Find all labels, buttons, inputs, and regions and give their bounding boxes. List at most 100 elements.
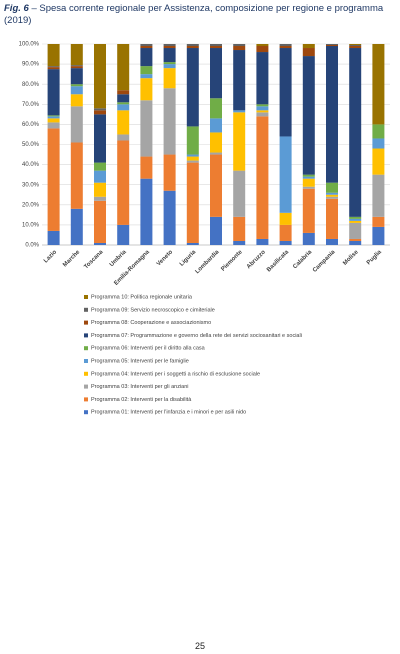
- legend-swatch: [84, 384, 88, 389]
- bar-segment: [302, 48, 315, 57]
- bar-segment: [140, 48, 153, 67]
- bar-segment: [326, 238, 338, 245]
- bar-segment: [94, 196, 106, 201]
- bar-segment: [302, 176, 315, 179]
- x-tick-label: Calabria: [292, 249, 313, 270]
- bar-segment: [233, 240, 246, 245]
- x-tick-label: Lazio: [43, 249, 58, 264]
- bar-segment: [256, 52, 269, 105]
- y-tick-label: 80.0%: [22, 82, 40, 88]
- bar-segment: [94, 110, 106, 115]
- bar-segment: [256, 116, 269, 239]
- bar-segment: [256, 106, 269, 111]
- bar-segment: [279, 44, 292, 47]
- bar-segment: [349, 48, 362, 217]
- bar-segment: [70, 44, 83, 66]
- bar-segment: [279, 46, 292, 49]
- bar-segment: [47, 44, 60, 67]
- bar-segment: [233, 216, 246, 241]
- bar-segment: [326, 192, 338, 195]
- bar-segment: [47, 128, 60, 231]
- y-tick-label: 10.0%: [22, 222, 40, 228]
- bar-segment: [349, 218, 362, 221]
- bar-segment: [163, 44, 176, 47]
- bar-segment: [326, 182, 338, 193]
- y-tick-label: 60.0%: [22, 122, 40, 128]
- bar-segment: [117, 102, 130, 105]
- legend-swatch: [84, 295, 88, 299]
- bar-segment: [210, 48, 222, 99]
- x-tick-label: Molise: [342, 249, 360, 267]
- x-tick-label: Liguria: [179, 249, 198, 268]
- y-tick-label: 30.0%: [22, 182, 40, 188]
- bar-segment: [256, 238, 269, 245]
- bar-segment: [70, 142, 83, 209]
- x-tick-label: Piemonte: [220, 249, 244, 273]
- legend-swatch: [84, 333, 88, 338]
- bar-segment: [349, 46, 362, 49]
- legend-label: Programma 10: Politica regionale unitari…: [91, 294, 193, 300]
- bar-segment: [372, 44, 385, 125]
- bar-segment: [47, 116, 60, 119]
- bar-segment: [372, 138, 385, 149]
- bar-segment: [140, 178, 153, 245]
- bar-segment: [302, 56, 315, 175]
- bar-segment: [349, 45, 362, 47]
- legend-swatch: [84, 307, 88, 312]
- x-tick-label: Veneto: [156, 249, 174, 267]
- bar-segment: [70, 208, 83, 245]
- bar-segment: [140, 156, 153, 179]
- bar-segment: [279, 224, 292, 241]
- bar-segment: [70, 106, 83, 143]
- x-tick-label: Lombardia: [195, 249, 221, 275]
- bar-segment: [94, 170, 106, 183]
- bar-segment: [140, 78, 153, 101]
- legend-swatch: [84, 359, 88, 363]
- bar-segment: [372, 174, 385, 217]
- x-tick-label: Campania: [312, 249, 337, 274]
- bar-segment: [94, 182, 106, 197]
- bar-segment: [210, 154, 222, 217]
- legend-swatch: [84, 397, 88, 402]
- bar-segment: [94, 162, 106, 171]
- bar-segment: [186, 44, 199, 47]
- bar-segment: [302, 186, 315, 189]
- bar-segment: [186, 48, 199, 127]
- bar-segment: [163, 64, 176, 69]
- bar-segment: [302, 44, 315, 49]
- y-tick-label: 0.0%: [25, 243, 39, 249]
- bar-segment: [279, 136, 292, 213]
- bar-segment: [94, 242, 106, 245]
- bar-segment: [302, 188, 315, 233]
- bar-segment: [117, 134, 130, 141]
- bar-segment: [233, 46, 246, 51]
- bar-segment: [349, 220, 362, 223]
- legend-swatch: [84, 320, 88, 325]
- bar-segment: [117, 94, 130, 103]
- bar-segment: [279, 48, 292, 137]
- bar-segment: [140, 74, 153, 79]
- bar-segment: [117, 110, 130, 135]
- x-tick-label: Basilicata: [266, 249, 291, 274]
- bar-segment: [186, 126, 199, 155]
- legend-swatch: [84, 371, 88, 376]
- bar-segment: [47, 69, 60, 116]
- bar-segment: [302, 178, 315, 187]
- legend-label: Programma 03: Interventi per gli anziani: [91, 384, 189, 390]
- x-tick-label: Toscana: [83, 249, 105, 271]
- bar-segment: [349, 238, 362, 241]
- bar-segment: [117, 44, 130, 91]
- y-tick-label: 70.0%: [22, 102, 40, 108]
- bar-segment: [70, 84, 83, 87]
- bar-segment: [210, 44, 222, 47]
- bar-segment: [256, 104, 269, 107]
- legend-swatch: [84, 346, 88, 351]
- bar-segment: [302, 174, 315, 177]
- bar-segment: [117, 140, 130, 225]
- bar-segment: [70, 68, 83, 85]
- figure-label: Fig. 6: [4, 3, 29, 14]
- legend-label: Programma 02: Interventi per la disabili…: [91, 397, 192, 403]
- bar-segment: [94, 44, 106, 109]
- bar-segment: [372, 124, 385, 139]
- bar-segment: [279, 240, 292, 245]
